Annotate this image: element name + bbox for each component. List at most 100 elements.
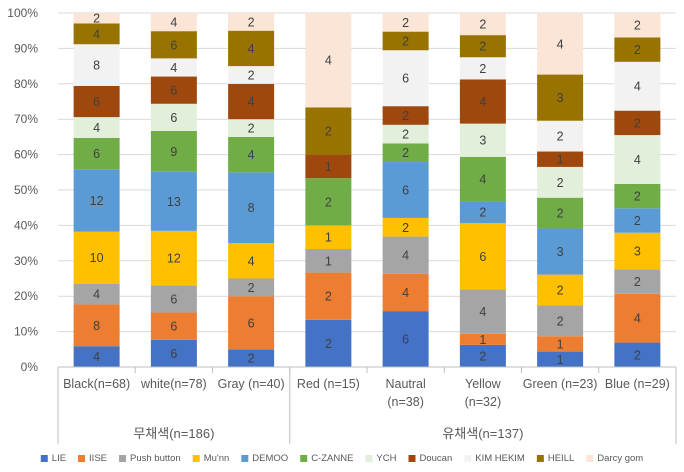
data-label: 4 — [402, 249, 409, 263]
bar-segment — [382, 106, 429, 125]
bar-segment — [73, 231, 120, 284]
data-label: 2 — [557, 284, 564, 298]
bar-segment — [228, 172, 275, 244]
bar-segment — [614, 342, 661, 367]
bar-segment — [150, 58, 197, 77]
y-tick-label: 40% — [14, 218, 38, 232]
data-label: 4 — [634, 312, 641, 326]
data-label: 2 — [557, 207, 564, 221]
data-label: 1 — [479, 333, 486, 347]
legend-label: Darcy gom — [597, 453, 643, 464]
bar-segment — [382, 162, 429, 218]
bar-segment — [614, 269, 661, 294]
x-tick-label: Blue (n=29) — [605, 377, 670, 391]
data-label: 4 — [93, 350, 100, 364]
bar-segment — [537, 336, 584, 352]
data-label: 2 — [634, 116, 641, 130]
bar-segment — [614, 232, 661, 270]
data-label: 1 — [557, 337, 564, 351]
data-label: 2 — [402, 221, 409, 235]
bar-segment — [382, 273, 429, 312]
y-tick-label: 90% — [14, 41, 38, 55]
data-label: 4 — [479, 95, 486, 109]
data-label: 6 — [93, 147, 100, 161]
bar-segment — [228, 136, 275, 173]
data-label: 2 — [557, 176, 564, 190]
data-label: 2 — [634, 43, 641, 57]
bar-segment — [73, 283, 120, 305]
x-tick-label: Gray (n=40) — [218, 377, 285, 391]
bar-segment — [73, 304, 120, 347]
data-label: 4 — [634, 80, 641, 94]
legend-label: C-ZANNE — [311, 453, 353, 464]
data-label: 6 — [479, 250, 486, 264]
data-label: 6 — [170, 84, 177, 98]
legend-label: LIE — [52, 453, 66, 464]
bar-segment — [228, 30, 275, 67]
data-label: 8 — [248, 201, 255, 215]
data-label: 6 — [170, 347, 177, 361]
data-label: 4 — [402, 286, 409, 300]
data-label: 9 — [170, 145, 177, 159]
data-label: 2 — [325, 195, 332, 209]
data-label: 2 — [93, 12, 100, 26]
data-label: 1 — [557, 153, 564, 167]
data-label: 4 — [93, 121, 100, 135]
data-label: 4 — [634, 153, 641, 167]
data-label: 6 — [170, 292, 177, 306]
bar-segment — [459, 156, 506, 202]
bar-segment — [228, 243, 275, 279]
legend-label: KIM HEKIM — [475, 453, 525, 464]
bar-segment — [305, 107, 352, 155]
bar-segment — [305, 13, 352, 108]
x-tick-label: Yellow — [465, 377, 502, 391]
data-label: 2 — [479, 40, 486, 54]
data-label: 2 — [325, 337, 332, 351]
bar-segment — [459, 79, 506, 124]
legend-label: Mu'nn — [204, 453, 230, 464]
data-label: 4 — [93, 27, 100, 41]
data-label: 2 — [557, 130, 564, 144]
data-label: 8 — [93, 59, 100, 73]
bar-segment — [459, 57, 506, 80]
data-label: 2 — [634, 19, 641, 33]
legend-label: DEMOO — [252, 453, 288, 464]
data-label: 4 — [170, 61, 177, 75]
bar-segment — [305, 154, 352, 179]
data-label: 12 — [90, 194, 104, 208]
data-label: 6 — [402, 72, 409, 86]
data-label: 2 — [248, 15, 255, 29]
data-label: 2 — [634, 348, 641, 362]
data-label: 6 — [170, 320, 177, 334]
data-label: 6 — [402, 184, 409, 198]
bar-segment — [614, 110, 661, 136]
bar-segment — [382, 124, 429, 144]
legend-label: Doucan — [419, 453, 452, 464]
data-label: 3 — [479, 134, 486, 148]
bar-segment — [614, 37, 661, 62]
legend-swatch — [192, 455, 200, 462]
data-label: 6 — [170, 38, 177, 52]
data-label: 2 — [402, 34, 409, 48]
bar-segment — [305, 225, 352, 249]
bar-segment — [150, 285, 197, 313]
bar-segment — [73, 169, 120, 232]
bar-segment — [537, 228, 584, 275]
y-tick-label: 100% — [7, 6, 38, 20]
legend: LIE IISE Push button Mu'nn DEMOO C-ZANNE YCH Do… — [40, 453, 643, 464]
data-label: 2 — [402, 128, 409, 142]
x-tick-label: white(n=78) — [140, 377, 207, 391]
data-label: 2 — [248, 281, 255, 295]
data-label: 2 — [479, 349, 486, 363]
legend-label: HEILL — [548, 453, 574, 464]
x-tick-label: Black(n=68) — [63, 377, 130, 391]
data-label: 8 — [93, 319, 100, 333]
bar-segment — [459, 201, 506, 224]
data-label: 10 — [90, 251, 104, 265]
data-label: 2 — [402, 109, 409, 123]
bar-segment — [614, 293, 661, 343]
y-tick-label: 30% — [14, 254, 38, 268]
bar-segment — [382, 50, 429, 107]
bar-segment — [150, 131, 197, 172]
data-label: 2 — [248, 352, 255, 366]
